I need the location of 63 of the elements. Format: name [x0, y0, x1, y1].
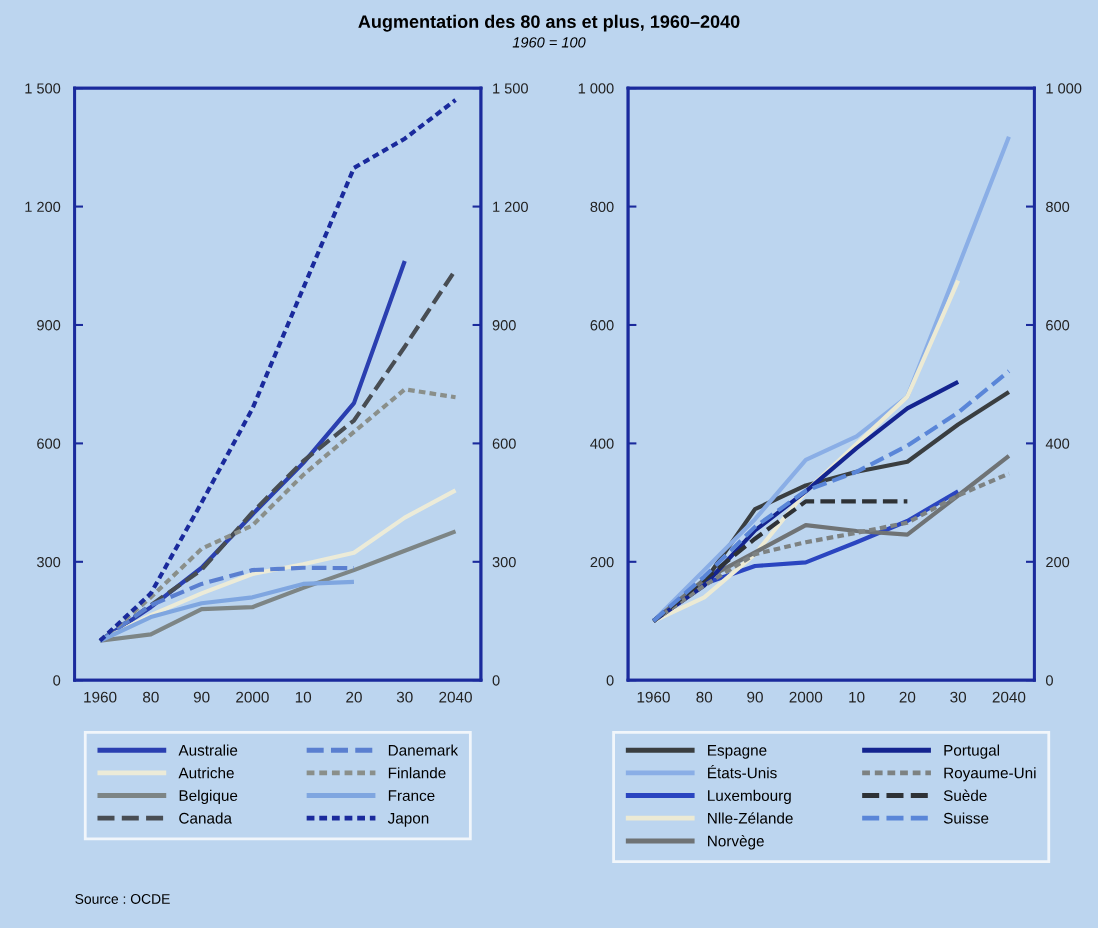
y-tick-label: 300 — [37, 556, 61, 568]
legend-label: Espagne — [708, 745, 767, 759]
y2-tick-label: 400 — [1045, 438, 1070, 449]
y2-tick-label: 1 000 — [1046, 83, 1082, 94]
x-tick-label: 80 — [696, 691, 713, 703]
legend-label: Royaume-Uni — [944, 767, 1036, 782]
y-tick-label: 600 — [590, 320, 614, 331]
x-tick-label: 2000 — [789, 691, 823, 703]
y-tick-label: 900 — [37, 320, 61, 331]
legend-label: Japon — [387, 812, 429, 827]
x-tick-label: 2040 — [439, 691, 472, 703]
y-tick-label: 1 000 — [578, 83, 614, 94]
legend-label: Portugal — [944, 744, 1000, 759]
x-tick-label: 30 — [396, 691, 413, 703]
line-series — [97, 579, 357, 643]
legend-label: Finlande — [388, 767, 446, 779]
y2-tick-label: 1 200 — [493, 201, 528, 212]
legend-label: Danemark — [388, 744, 459, 756]
y2-tick-label: 1 500 — [493, 83, 528, 94]
y2-tick-label: 300 — [492, 556, 516, 568]
source-note: Source : OCDE — [75, 894, 170, 904]
y2-tick-label: 600 — [1046, 320, 1070, 331]
legend-label: Suisse — [943, 812, 989, 824]
y2-tick-label: 0 — [492, 675, 500, 686]
x-tick-label: 20 — [899, 691, 916, 703]
y-tick-label: 400 — [590, 438, 614, 449]
x-tick-label: 1960 — [637, 691, 670, 703]
text: Augmentation des 80 ans et plus, 1960–2040 — [358, 14, 740, 32]
y-tick-label: 1 500 — [25, 83, 61, 94]
y-tick-label: 0 — [53, 675, 61, 686]
legend-label: Australie — [178, 744, 238, 756]
legend-label: France — [388, 790, 435, 801]
y2-tick-label: 900 — [492, 320, 516, 331]
legend-label: Belgique — [179, 789, 238, 805]
x-tick-label: 20 — [346, 691, 362, 703]
y2-tick-label: 200 — [1046, 556, 1070, 568]
x-tick-label: 80 — [143, 691, 159, 703]
line-series — [97, 97, 458, 643]
y2-tick-label: 600 — [492, 438, 516, 449]
legend-label: Norvège — [708, 835, 764, 850]
legend-label: Luxembourg — [708, 789, 791, 805]
legend-label: États-Unis — [708, 764, 777, 779]
x-tick-label: 90 — [747, 691, 763, 703]
legend-label: Suède — [943, 789, 987, 801]
y2-tick-label: 0 — [1046, 675, 1053, 686]
x-tick-label: 30 — [950, 691, 967, 703]
line-series — [97, 529, 458, 643]
legend-label: Canada — [179, 812, 232, 824]
y2-tick-label: 800 — [1046, 201, 1070, 212]
x-tick-label: 2040 — [992, 691, 1026, 703]
y-tick-label: 200 — [590, 556, 614, 568]
x-tick-label: 10 — [295, 691, 312, 703]
legend-label: Autriche — [178, 767, 234, 779]
legend-label: Nlle-Zélande — [708, 812, 793, 824]
y-tick-label: 0 — [606, 675, 614, 686]
x-tick-label: 1960 — [84, 691, 117, 703]
x-tick-label: 2000 — [236, 691, 269, 703]
y-tick-label: 600 — [37, 438, 61, 449]
y-tick-label: 1 200 — [25, 201, 61, 212]
x-tick-label: 90 — [193, 691, 210, 703]
x-tick-label: 10 — [849, 691, 865, 703]
text: 1960 = 100 — [512, 37, 586, 48]
y-tick-label: 800 — [590, 201, 614, 212]
